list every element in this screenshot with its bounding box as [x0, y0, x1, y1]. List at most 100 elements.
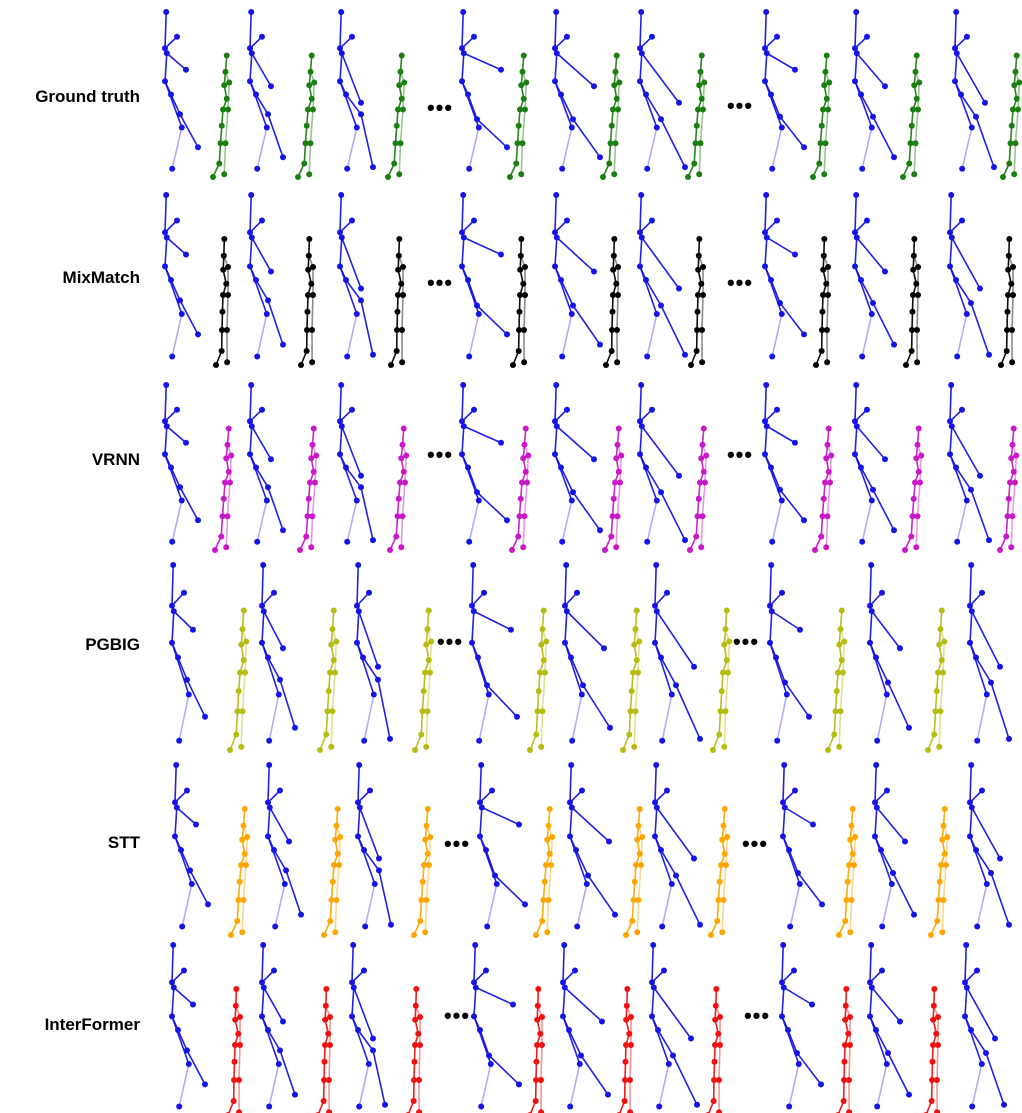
predicted-bone	[401, 482, 406, 517]
predicted-joint	[936, 878, 943, 885]
predicted-joint	[237, 1042, 243, 1048]
predicted-bone	[693, 143, 697, 164]
skeleton-pair	[162, 192, 232, 368]
predicted-bone	[542, 881, 546, 901]
skeleton-pair	[259, 942, 334, 1113]
predicted-joint	[1003, 533, 1010, 540]
observed-bone	[856, 236, 886, 273]
predicted-joint	[225, 468, 232, 475]
observed-joint	[591, 456, 597, 463]
observed-joint	[504, 517, 510, 524]
observed-bone	[556, 236, 595, 273]
observed-joint	[947, 263, 953, 270]
observed-joint	[271, 967, 277, 974]
observed-joint	[469, 602, 475, 609]
observed-joint	[173, 762, 180, 768]
observed-joint	[591, 83, 597, 90]
observed-joint	[873, 762, 880, 768]
observed-joint	[906, 724, 912, 731]
ellipsis-r3-b: •••	[732, 629, 760, 654]
predicted-joint	[630, 669, 636, 676]
predicted-joint	[832, 708, 839, 715]
predicted-bone	[720, 672, 724, 692]
predicted-joint	[613, 455, 620, 462]
predicted-joint	[398, 280, 405, 287]
observed-joint	[655, 1027, 661, 1033]
observed-joint	[644, 165, 651, 172]
observed-joint	[983, 881, 990, 887]
observed-bone	[494, 874, 526, 905]
predicted-joint	[426, 862, 432, 868]
predicted-joint	[703, 452, 710, 459]
observed-bone	[372, 1050, 386, 1105]
observed-joint	[260, 942, 267, 948]
predicted-joint	[513, 160, 520, 167]
observed-joint	[248, 382, 255, 388]
predicted-joint	[823, 52, 830, 59]
predicted-bone	[311, 294, 314, 331]
skeleton-pair	[162, 382, 235, 553]
predicted-bone	[240, 711, 244, 747]
predicted-joint	[520, 455, 527, 462]
predicted-bone	[334, 899, 338, 933]
observed-bone	[480, 1063, 492, 1107]
observed-joint	[794, 1049, 800, 1056]
predicted-joint	[623, 1042, 629, 1048]
observed-joint	[891, 341, 897, 348]
predicted-bone	[526, 455, 530, 483]
predicted-joint	[909, 308, 916, 315]
predicted-joint	[700, 106, 706, 113]
observed-bone	[639, 266, 658, 315]
observed-joint	[248, 234, 255, 241]
observed-joint	[963, 311, 970, 317]
predicted-joint	[837, 626, 844, 633]
observed-bone	[639, 81, 658, 128]
predicted-joint	[415, 1030, 422, 1037]
predicted-joint	[306, 236, 313, 242]
predicted-joint	[917, 479, 923, 486]
observed-joint	[483, 967, 489, 974]
predicted-joint	[394, 327, 400, 333]
observed-joint	[650, 984, 657, 991]
predicted-bone	[325, 711, 329, 735]
observed-joint	[485, 691, 492, 698]
observed-joint	[859, 538, 866, 545]
observed-bone	[358, 1063, 370, 1107]
observed-bone	[784, 682, 810, 718]
observed-joint	[474, 116, 480, 123]
predicted-bone	[637, 864, 642, 901]
observed-joint	[552, 78, 558, 85]
observed-bone	[985, 1052, 1005, 1106]
observed-joint	[185, 691, 192, 698]
observed-joint	[694, 1101, 700, 1108]
observed-bone	[468, 500, 480, 542]
observed-joint	[653, 804, 660, 811]
predicted-joint	[240, 657, 247, 664]
predicted-joint	[223, 544, 230, 551]
observed-joint	[763, 423, 770, 430]
predicted-bone	[418, 1044, 421, 1081]
predicted-joint	[401, 79, 408, 86]
predicted-bone	[540, 711, 544, 747]
observed-bone	[170, 279, 181, 301]
observed-joint	[605, 1091, 611, 1098]
observed-joint	[175, 654, 181, 661]
predicted-joint	[232, 1016, 239, 1023]
predicted-joint	[537, 669, 543, 676]
observed-joint	[337, 45, 343, 52]
observed-joint	[959, 165, 966, 172]
predicted-joint	[693, 122, 700, 129]
predicted-bone	[429, 641, 433, 673]
predicted-joint	[517, 106, 523, 113]
predicted-joint	[388, 362, 394, 368]
observed-bone	[646, 500, 658, 542]
predicted-bone	[303, 143, 307, 164]
predicted-joint	[694, 327, 700, 333]
observed-joint	[644, 353, 651, 360]
observed-joint	[652, 833, 658, 840]
observed-bone	[261, 987, 265, 1017]
observed-bone	[164, 11, 167, 49]
observed-joint	[202, 1081, 208, 1088]
observed-joint	[959, 217, 965, 224]
observed-joint	[574, 923, 581, 930]
